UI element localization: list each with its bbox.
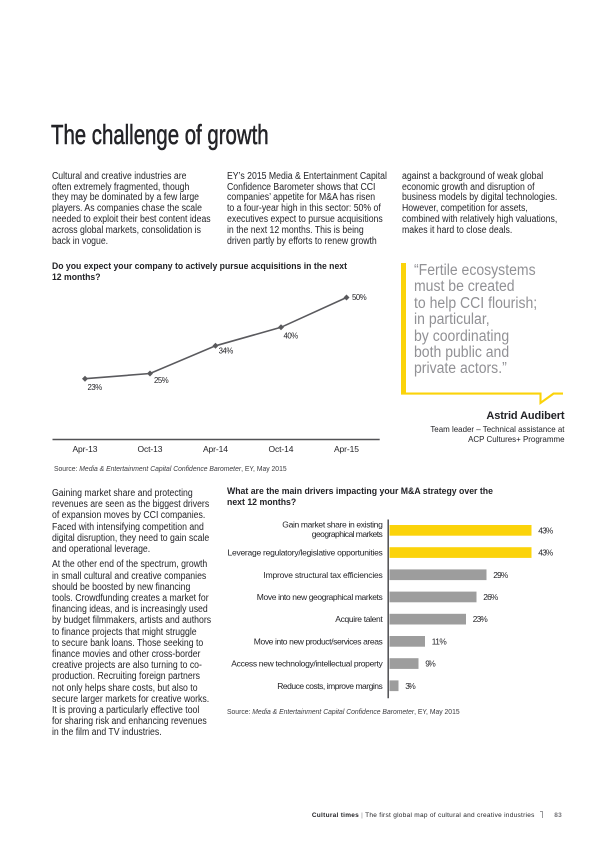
svg-text:Move into new product/services: Move into new product/services areas (254, 636, 383, 646)
svg-text:23%: 23% (88, 383, 103, 392)
svg-text:9%: 9% (425, 659, 436, 669)
svg-text:43%: 43% (538, 525, 554, 535)
svg-text:Apr-14: Apr-14 (203, 444, 228, 454)
svg-text:Reduce costs, improve margins: Reduce costs, improve margins (277, 681, 383, 691)
svg-text:23%: 23% (473, 614, 489, 624)
svg-text:11%: 11% (432, 636, 448, 646)
svg-text:43%: 43% (538, 548, 554, 558)
svg-text:Leverage regulatory/legislativ: Leverage regulatory/legislative opportun… (228, 548, 383, 558)
svg-text:3%: 3% (405, 681, 416, 691)
svg-text:29%: 29% (493, 570, 509, 580)
svg-text:Gain market share in existing: Gain market share in existing (282, 519, 383, 529)
svg-text:Apr-15: Apr-15 (334, 444, 359, 454)
svg-text:Access new technology/intellec: Access new technology/intellectual prope… (231, 659, 383, 669)
svg-text:26%: 26% (483, 592, 499, 602)
svg-text:50%: 50% (352, 293, 367, 302)
svg-text:40%: 40% (284, 332, 299, 341)
svg-text:34%: 34% (219, 347, 234, 356)
svg-text:Oct-14: Oct-14 (269, 444, 294, 454)
svg-text:Apr-13: Apr-13 (73, 444, 98, 454)
svg-text:Acquire talent: Acquire talent (335, 614, 383, 624)
svg-text:Oct-13: Oct-13 (138, 444, 163, 454)
svg-text:Move into new geographical mar: Move into new geographical markets (257, 592, 383, 602)
svg-text:geographical markets: geographical markets (312, 529, 383, 539)
svg-text:25%: 25% (154, 376, 169, 385)
svg-text:Improve structural tax efficie: Improve structural tax efficiencies (263, 570, 382, 580)
